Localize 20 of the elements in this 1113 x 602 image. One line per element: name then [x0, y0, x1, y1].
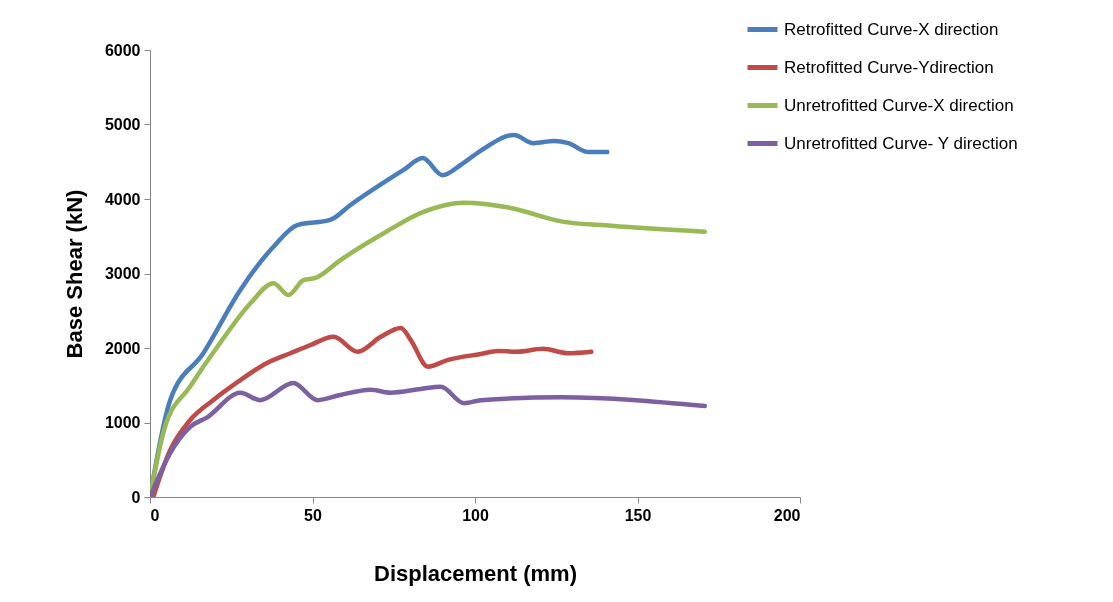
x-tick-label: 50	[304, 506, 322, 524]
y-tick-label: 2000	[104, 339, 141, 357]
y-tick-label: 5000	[104, 116, 141, 133]
x-tick-label: 0	[150, 506, 160, 524]
legend-label: Retrofitted Curve-X direction	[784, 19, 999, 39]
legend-label: Unretrofitted Curve-X direction	[784, 95, 1014, 115]
legend-label: Unretrofitted Curve- Y direction	[784, 133, 1018, 153]
y-tick-label: 1000	[104, 414, 141, 431]
x-tick-label: 150	[624, 506, 652, 524]
line-series	[151, 325, 594, 497]
y-tick-label: 0	[131, 488, 141, 506]
y-axis-title: Base Shear (kN)	[61, 189, 87, 359]
legend-label: Retrofitted Curve-Ydirection	[784, 57, 994, 77]
y-tick-label: 3000	[104, 265, 141, 282]
y-tick-label: 4000	[104, 190, 141, 208]
x-axis-title: Displacement (mm)	[374, 560, 577, 586]
x-tick-label: 100	[462, 506, 489, 524]
y-tick-label: 6000	[104, 41, 141, 59]
x-tick-label: 200	[773, 506, 801, 524]
line-series	[150, 380, 708, 497]
